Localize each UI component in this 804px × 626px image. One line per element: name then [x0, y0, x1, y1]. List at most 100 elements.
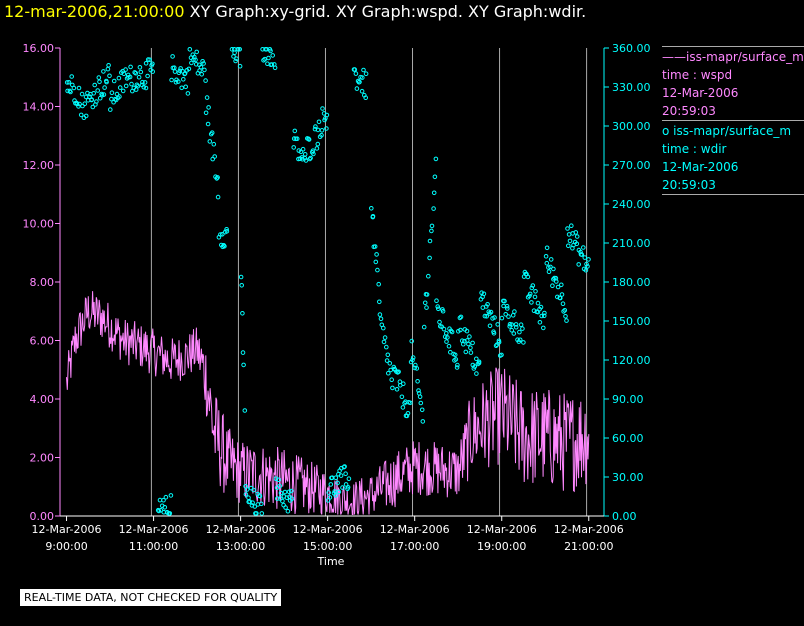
wdir-point [558, 295, 563, 301]
wdir-point [361, 67, 366, 73]
wdir-point [207, 139, 213, 144]
wdir-point [389, 377, 395, 383]
wdir-point [246, 495, 251, 501]
wdir-point [222, 244, 227, 249]
wdir-point [470, 340, 475, 346]
wdir-point [415, 379, 420, 384]
wdir-point [548, 257, 554, 262]
title-graphs: XY Graph:xy-grid. XY Graph:wspd. XY Grap… [189, 2, 587, 21]
wdir-point [436, 306, 441, 312]
wdir-point [232, 50, 237, 56]
wdir-point [544, 245, 550, 251]
wdir-point [224, 229, 230, 234]
wdir-point [342, 464, 347, 469]
wdir-point [324, 112, 330, 118]
wdir-point [276, 477, 281, 483]
wdir-point [509, 322, 515, 327]
wdir-point [270, 53, 276, 58]
wdir-point [257, 493, 263, 499]
wdir-point [381, 339, 387, 345]
wdir-point [275, 496, 280, 501]
wdir-point [560, 301, 566, 307]
wdir-point [204, 95, 210, 100]
wdir-point [332, 489, 338, 494]
wdir-point [101, 69, 106, 74]
wdir-point [145, 73, 150, 79]
wdir-point [76, 85, 82, 91]
wdir-point [433, 156, 439, 162]
wdir-point [394, 387, 400, 392]
wdir-point [94, 99, 99, 104]
wdir-point [170, 54, 175, 59]
wdir-point [202, 67, 207, 73]
wdir-point [181, 77, 186, 82]
wdir-point [424, 292, 430, 297]
wdir-point [285, 508, 291, 514]
wdir-point [205, 121, 211, 127]
wdir-point [172, 69, 178, 74]
wdir-point [579, 252, 585, 257]
wdir-point [140, 79, 145, 85]
wdir-point [143, 61, 149, 66]
wdir-point [235, 47, 241, 52]
wdir-point [482, 313, 488, 319]
left-tick-label: 14.00 [23, 101, 55, 114]
wdir-point [512, 309, 517, 314]
wdir-point [243, 492, 249, 497]
x-tick-time: 13:00:00 [216, 540, 265, 553]
wdir-point [341, 464, 347, 470]
wdir-point [543, 253, 549, 259]
wdir-point [374, 252, 379, 257]
wdir-point [198, 64, 204, 70]
left-tick-label: 4.00 [30, 393, 55, 406]
wdir-point [410, 355, 416, 360]
wdir-point [333, 475, 339, 481]
wdir-point [405, 411, 411, 416]
wdir-point [439, 324, 445, 330]
wdir-point [354, 86, 360, 91]
x-tick-time: 17:00:00 [390, 540, 439, 553]
x-tick-time: 9:00:00 [45, 540, 87, 553]
page-title: 12-mar-2006,21:00:00 XY Graph:xy-grid. X… [4, 2, 586, 21]
legend-time: 20:59:03 [662, 178, 716, 192]
wdir-point [72, 98, 77, 103]
wdir-point [474, 371, 479, 376]
wdir-point [117, 94, 122, 99]
legend-time: 20:59:03 [662, 104, 716, 118]
wdir-point [91, 91, 96, 96]
wdir-point [283, 505, 288, 510]
wdir-point [503, 312, 509, 317]
wdir-point [64, 80, 70, 85]
right-tick-label: 330.00 [612, 81, 651, 94]
x-tick-date: 12-Mar-2006 [380, 523, 450, 536]
left-tick-label: 8.00 [30, 276, 55, 289]
wdir-point [183, 84, 188, 90]
wdir-point [319, 128, 325, 133]
wdir-point [311, 151, 316, 157]
left-tick-label: 6.00 [30, 335, 55, 348]
wdir-point [495, 322, 501, 327]
title-date: 12-mar-2006,21:00:00 [4, 2, 185, 21]
wdir-point [541, 325, 546, 331]
wdir-point [584, 261, 589, 267]
wdir-point [420, 419, 426, 424]
wdir-point [116, 75, 122, 81]
wdir-point [559, 292, 565, 297]
wdir-point [537, 320, 543, 325]
wdir-point [550, 283, 555, 289]
wdir-point [237, 63, 243, 69]
wdir-point [240, 311, 245, 316]
wdir-point [502, 298, 507, 304]
wdir-point [187, 47, 193, 52]
wdir-point [83, 113, 89, 119]
wdir-point [96, 75, 102, 80]
wdir-point [378, 316, 384, 322]
wdir-point [417, 394, 423, 400]
wdir-point [117, 85, 123, 90]
wdir-point [212, 154, 217, 159]
wdir-point [573, 230, 579, 235]
wdir-point [400, 405, 406, 410]
legend-line-label: o iss-mapr/surface_m [662, 124, 792, 138]
wdir-point [496, 339, 502, 345]
wdir-point [531, 308, 537, 314]
